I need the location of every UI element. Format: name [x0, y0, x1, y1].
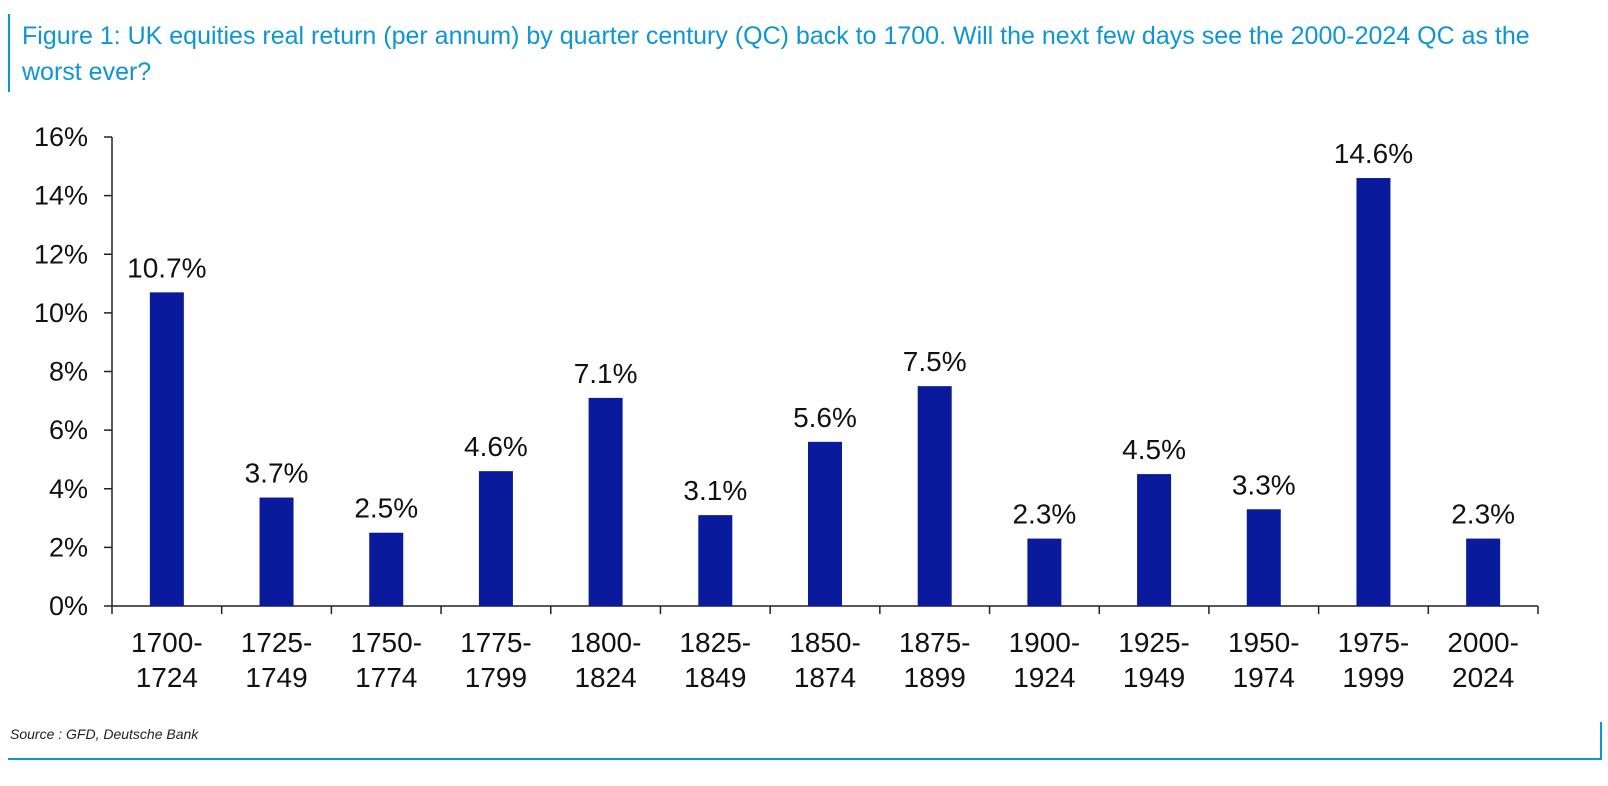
y-tick-label: 12%	[34, 239, 88, 269]
footer-right-rule	[1600, 722, 1602, 760]
bar-value-label: 3.7%	[245, 458, 309, 489]
bar	[259, 497, 294, 606]
x-tick-label: 1800-1824	[570, 627, 642, 693]
x-tick-label: 1975-1999	[1338, 627, 1410, 693]
y-tick-label: 8%	[49, 357, 88, 387]
bar	[1356, 178, 1391, 606]
footer: Source : GFD, Deutsche Bank	[8, 722, 1602, 760]
y-tick-label: 14%	[34, 181, 88, 211]
bar-value-label: 3.1%	[683, 475, 747, 506]
bar	[917, 386, 952, 606]
x-tick-label: 1950-1974	[1228, 627, 1300, 693]
y-tick-label: 6%	[49, 415, 88, 445]
bars	[149, 178, 1501, 606]
x-tick-label: 1825-1849	[679, 627, 751, 693]
figure-title-frame: Figure 1: UK equities real return (per a…	[8, 14, 1568, 92]
y-axis: 0% 2% 4% 6% 8% 10% 12% 14% 16%	[34, 122, 113, 621]
data-labels: 10.7% 3.7% 2.5% 4.6% 7.1% 3.1% 5.6% 7.5% 2.3% 4.5…	[127, 138, 1515, 530]
y-tick-label: 16%	[34, 122, 88, 152]
bar	[588, 397, 623, 606]
bar	[808, 441, 842, 606]
bar-value-label: 4.6%	[464, 431, 528, 462]
bar-value-label: 2.5%	[354, 493, 418, 524]
x-tick-label: 1750-1774	[350, 627, 422, 693]
bar-value-label: 3.3%	[1232, 469, 1296, 500]
source-note: Source : GFD, Deutsche Bank	[10, 726, 199, 742]
bar-value-label: 2.3%	[1012, 499, 1076, 530]
bar-value-label: 10.7%	[127, 252, 206, 283]
bar	[698, 515, 733, 606]
bar	[149, 292, 184, 606]
x-tick-label: 1850-1874	[789, 627, 861, 693]
bar-value-label: 14.6%	[1334, 138, 1413, 169]
x-tick-label: 2000-2024	[1447, 627, 1519, 693]
bar-value-label: 7.1%	[574, 358, 638, 389]
footer-bottom-rule	[8, 758, 1602, 760]
y-tick-label: 2%	[49, 532, 88, 562]
bar	[478, 471, 513, 606]
x-axis: 1700-1724 1725-1749 1750-1774 1775-1799 1800…	[111, 605, 1539, 693]
bar	[369, 532, 404, 606]
x-tick-label: 1925-1949	[1118, 627, 1190, 693]
bar-value-label: 5.6%	[793, 402, 857, 433]
bar-value-label: 4.5%	[1122, 434, 1186, 465]
bar	[1246, 509, 1281, 606]
bar	[1137, 474, 1172, 606]
bar-value-label: 2.3%	[1451, 499, 1515, 530]
bar	[1466, 538, 1501, 606]
x-tick-label: 1725-1749	[241, 627, 313, 693]
y-tick-label: 4%	[49, 474, 88, 504]
figure-title: Figure 1: UK equities real return (per a…	[22, 22, 1530, 86]
x-tick-label: 1875-1899	[899, 627, 971, 693]
x-tick-label: 1775-1799	[460, 627, 532, 693]
y-tick-label: 0%	[49, 591, 88, 621]
bar	[1027, 538, 1062, 606]
y-tick-label: 10%	[34, 298, 88, 328]
bar-value-label: 7.5%	[903, 346, 967, 377]
x-tick-label: 1700-1724	[131, 627, 203, 693]
x-tick-label: 1900-1924	[1009, 627, 1081, 693]
